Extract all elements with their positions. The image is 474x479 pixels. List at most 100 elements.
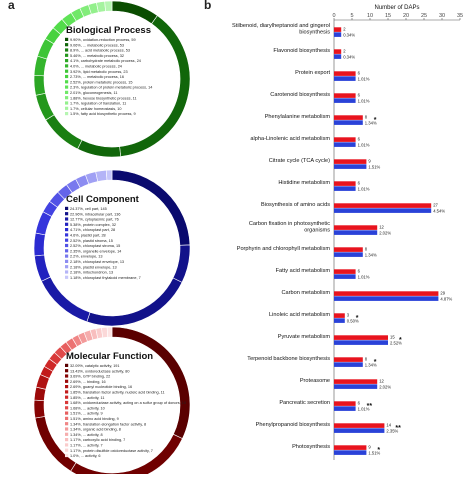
category-label: Stilbenoid, diarylheptanoid and gingerol — [232, 23, 330, 29]
legend-label: 32.09%, catalytic activity, 191 — [70, 364, 120, 368]
bar-row: Stilbenoid, diarylheptanoid and gingerol… — [232, 23, 355, 37]
bar-row: Carotenoid biosynthesis 61.01% — [270, 92, 369, 103]
legend-swatch — [65, 222, 69, 226]
bar-row: Porphyrin and chlorophyll metabolism 81.3… — [237, 246, 377, 257]
legend-swatch — [65, 438, 69, 442]
donut-2: Cell Component 24.37%, cell part, 14522.9… — [33, 169, 191, 327]
bar-blue — [334, 208, 432, 213]
bar-value-label: 27 — [433, 203, 438, 208]
bar-row: Terpenoid backbone biosynthesis 81.34%* — [247, 356, 377, 367]
category-label: Carbon fixation in photosynthetic — [249, 221, 330, 227]
bar-percent-label: 1.34% — [365, 252, 377, 257]
legend-label: 2.69%, guanyl nucleotide binding, 16 — [70, 385, 132, 389]
bar-row: Pancreatic secretion 61.01%** — [279, 400, 372, 411]
significance-star: * — [374, 117, 377, 124]
bar-row: alpha-Linolenic acid metabolism 61.01% — [250, 136, 369, 147]
bar-red — [334, 203, 432, 208]
x-tick-label: 15 — [385, 13, 391, 19]
bar-red — [334, 27, 342, 32]
legend-label: 12.77%, cytoplasmic part, 76 — [70, 218, 119, 222]
legend-label: 1.17%, ... activity, 7 — [70, 444, 103, 448]
bar-percent-label: 1.51% — [368, 164, 380, 169]
bar-blue — [334, 164, 367, 169]
bar-red — [334, 313, 345, 318]
x-tick-label: 25 — [421, 13, 427, 19]
bar-blue — [334, 362, 363, 367]
legend-label: 2.73%, ... metabolic process, 16 — [70, 75, 124, 79]
legend-label: 2.18%, chloroplast envelope, 13 — [70, 260, 124, 264]
donut-charts-svg: Biological Process 9.90%, oxidation-reduc… — [33, 0, 191, 479]
bar-value-label: 12 — [379, 379, 384, 384]
legend-label: 3.92%, lipid metabolic process, 23 — [70, 70, 128, 74]
legend-swatch — [65, 395, 69, 399]
bar-value-label: 8 — [365, 115, 368, 120]
bar-blue — [334, 76, 356, 81]
bar-blue — [334, 318, 345, 323]
legend-label: 8.9%, ... acid metabolic process, 53 — [70, 49, 130, 53]
bar-blue — [334, 428, 385, 433]
category-label: Flavonoid biosynthesis — [273, 48, 330, 54]
x-tick-label: 5 — [350, 13, 353, 19]
bar-percent-label: 0.34% — [343, 54, 355, 59]
bar-row: Biosynthesis of amino acids 274.54% — [261, 202, 445, 213]
bar-blue — [334, 252, 363, 257]
legend-label: 4.6%, plastid part, 28 — [70, 234, 106, 238]
x-tick-label: 20 — [403, 13, 409, 19]
bar-percent-label: 4.87% — [440, 296, 452, 301]
bar-row: Linoleic acid metabolism 30.50%* — [269, 312, 359, 323]
category-label: biosynthesis — [299, 29, 330, 35]
bar-red — [334, 115, 363, 120]
legend-label: 1.0%, ... activity, 6 — [70, 454, 101, 458]
legend-label: 1.17%, protein disulfide oxidoreductase … — [70, 449, 153, 453]
legend-swatch — [65, 106, 69, 110]
bar-value-label: 14 — [386, 423, 391, 428]
legend-swatch — [65, 379, 69, 383]
bar-blue — [334, 120, 363, 125]
legend-swatch — [65, 453, 69, 458]
bar-row: Pyruvate metabolism 152.52%* — [278, 334, 402, 345]
donut-slice — [34, 254, 51, 282]
category-label: Terpenoid backbone biosynthesis — [247, 356, 330, 362]
legend-swatch — [65, 96, 69, 100]
bar-value-label: 2 — [343, 49, 346, 54]
x-tick-label: 10 — [367, 13, 373, 19]
category-label: Carotenoid biosynthesis — [270, 92, 330, 98]
donut-slice — [41, 276, 91, 323]
legend-swatch — [65, 432, 69, 436]
bar-value-label: 15 — [390, 335, 395, 340]
bar-value-label: 9 — [368, 159, 371, 164]
legend-label: 1.18%, chloroplast thylakoid membrane, 7 — [70, 276, 141, 280]
category-label: Porphyrin and chlorophyll metabolism — [237, 246, 331, 252]
bar-chart: Number of DAPs 0 5 10 15 20 25 30 35 Stilbenoid, … — [232, 5, 463, 460]
legend-swatch — [65, 443, 69, 447]
category-label: Linoleic acid metabolism — [269, 312, 330, 318]
bar-red — [334, 49, 342, 54]
category-label: Fatty acid metabolism — [276, 268, 331, 274]
category-label: Phenylalanine metabolism — [265, 114, 331, 120]
legend-swatch — [65, 69, 69, 73]
legend-label: 1.68%, ... activity, 10 — [70, 406, 105, 410]
donut-slice — [105, 169, 113, 181]
legend-label: 13.43%, oxidoreductase activity, 80 — [70, 369, 129, 373]
bar-percent-label: 0.34% — [343, 32, 355, 37]
category-label: Citrate cycle (TCA cycle) — [269, 158, 330, 164]
category-label: organisms — [304, 227, 330, 233]
legend-swatch — [65, 101, 69, 105]
bar-row: Carbon fixation in photosyntheticorganis… — [249, 221, 392, 235]
bar-value-label: 12 — [379, 225, 384, 230]
category-label: Phenylpropanoid biosynthesis — [256, 422, 331, 428]
legend-swatch — [65, 254, 69, 258]
bar-row: Carbon metabolism 294.87% — [281, 290, 452, 301]
legend-swatch — [65, 64, 69, 68]
bar-red — [334, 137, 356, 142]
legend-label: 2.52%, protein metabolic process, 15 — [70, 80, 132, 84]
legend-label: 2.01%, gluconeogenesis, 11 — [70, 91, 117, 95]
category-label: Protein export — [295, 70, 330, 76]
legend-swatch — [65, 90, 69, 94]
significance-star: * — [377, 447, 380, 454]
bar-value-label: 6 — [358, 71, 361, 76]
bar-blue — [334, 450, 367, 455]
donut-slice — [33, 75, 46, 96]
legend-label: 2.2%, envelope, 13 — [70, 255, 103, 259]
legend-label: 1.51%, amino acid binding, 9 — [70, 417, 119, 421]
